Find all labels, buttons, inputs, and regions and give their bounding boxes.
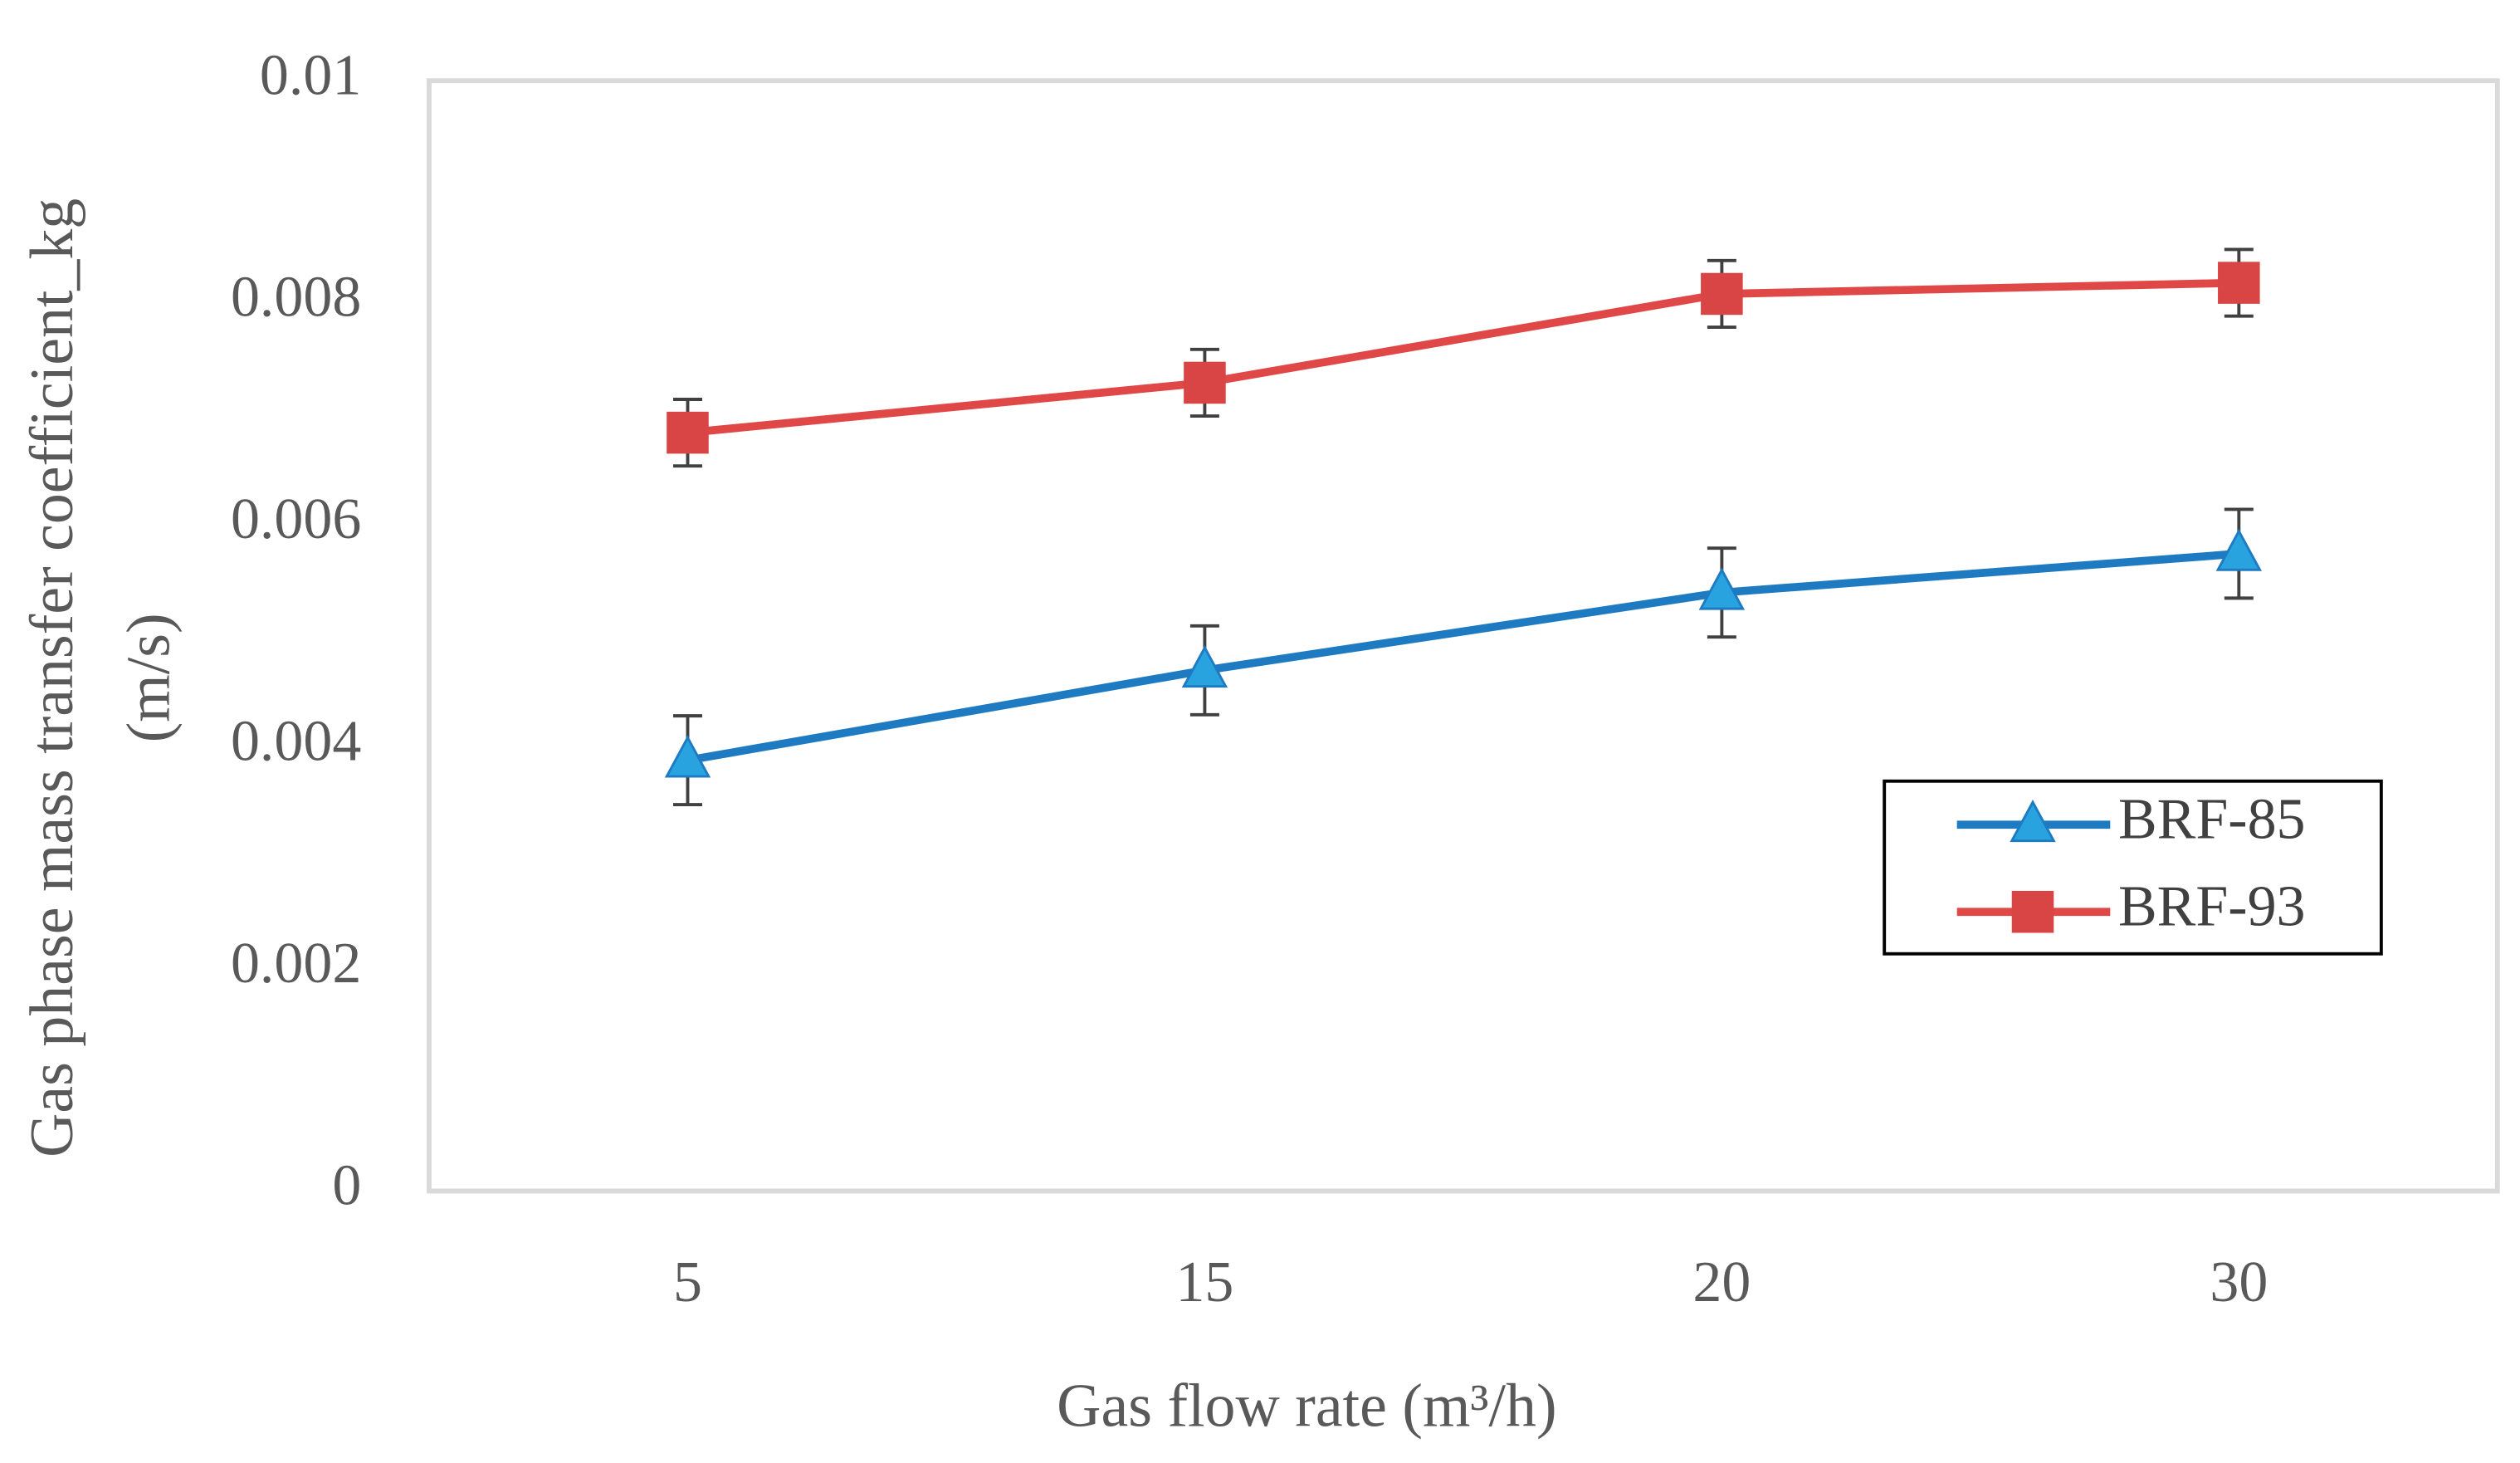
legend-label: BRF-85 xyxy=(2118,787,2306,851)
x-tick-label: 15 xyxy=(1175,1250,1233,1314)
x-tick-label: 20 xyxy=(1692,1250,1751,1314)
marker xyxy=(664,735,711,778)
y-tick-label: 0.004 xyxy=(231,710,361,774)
x-tick-label: 30 xyxy=(2210,1250,2268,1314)
marker xyxy=(2011,890,2054,933)
series-line xyxy=(686,550,2239,765)
marker xyxy=(2218,262,2260,304)
y-axis-title: Gas phase mass transfer coefficient_kg xyxy=(17,198,85,1157)
legend-label: BRF-93 xyxy=(2118,874,2306,938)
y-tick-label: 0.01 xyxy=(260,43,361,107)
y-tick-label: 0.006 xyxy=(231,487,361,551)
legend-box xyxy=(1883,779,2383,956)
series-line xyxy=(687,278,2239,437)
marker xyxy=(667,411,709,454)
x-axis-title: Gas flow rate (m³/h) xyxy=(1057,1372,1556,1440)
marker xyxy=(1181,645,1228,688)
marker xyxy=(1698,567,1746,610)
y-tick-label: 0.002 xyxy=(231,932,361,996)
marker xyxy=(2010,799,2056,843)
marker xyxy=(1184,361,1226,404)
y-tick-label: 0 xyxy=(332,1154,361,1218)
x-tick-label: 5 xyxy=(673,1250,702,1314)
marker xyxy=(2215,528,2263,571)
y-tick-label: 0.008 xyxy=(231,266,361,330)
marker xyxy=(1701,272,1743,316)
y-axis-title: (m/s) xyxy=(115,613,183,742)
plot-frame xyxy=(427,78,2500,1194)
